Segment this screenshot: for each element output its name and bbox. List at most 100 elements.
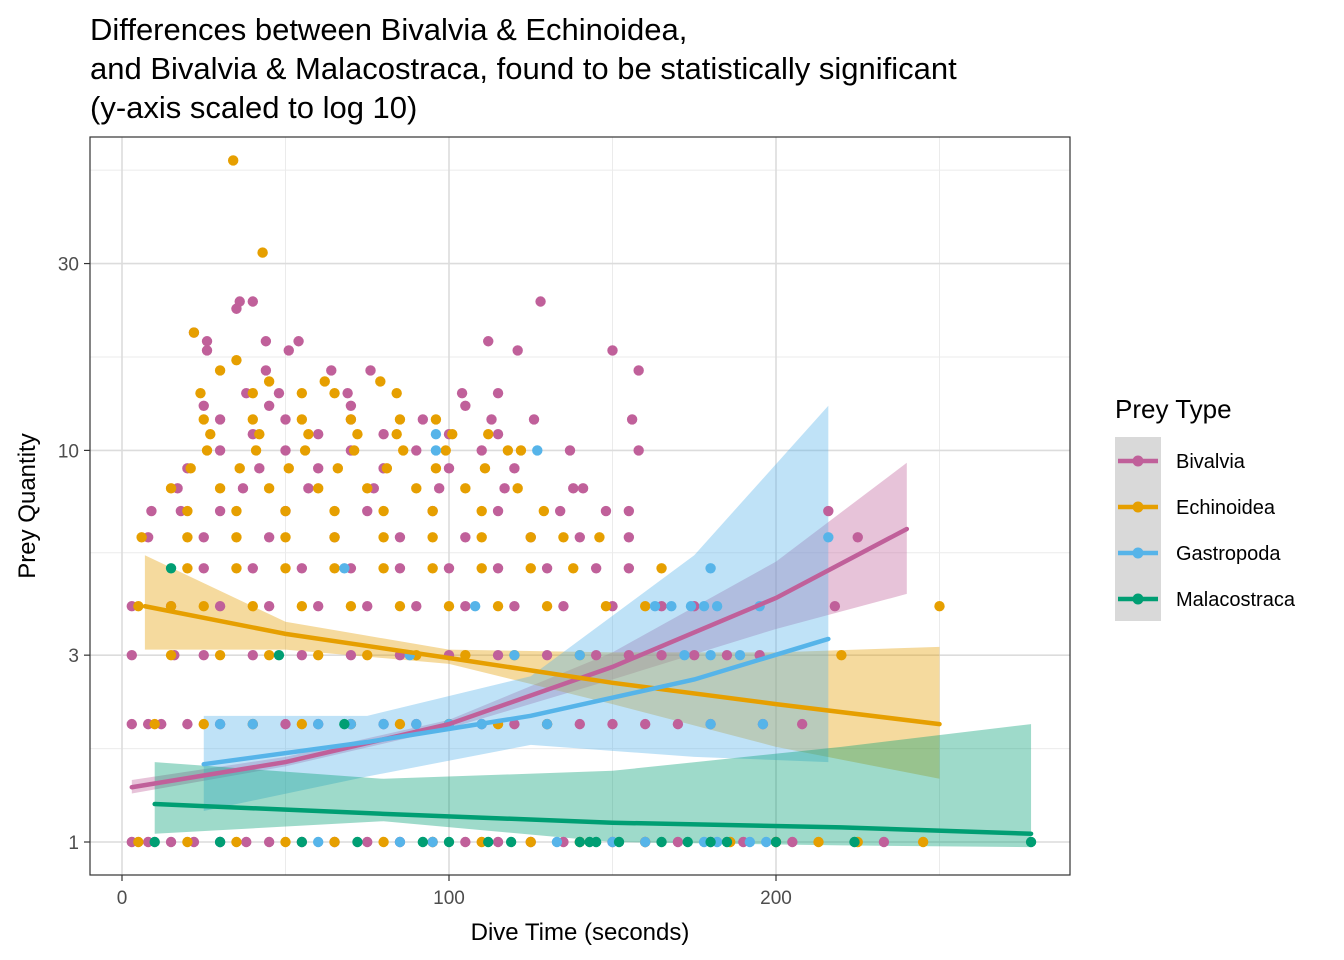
point-gastropoda	[430, 428, 442, 440]
point-echinoidea	[483, 428, 494, 440]
point-bivalvia	[672, 718, 684, 730]
point-bivalvia	[234, 296, 245, 307]
point-bivalvia	[852, 532, 863, 543]
point-echinoidea	[329, 387, 340, 399]
point-bivalvia	[574, 532, 585, 543]
legend-point	[1132, 501, 1144, 513]
point-echinoidea	[313, 483, 324, 494]
point-bivalvia	[303, 483, 314, 494]
point-bivalvia	[541, 649, 553, 661]
ci-band-gastropoda	[203, 405, 829, 811]
ci-band-bivalvia	[131, 462, 907, 794]
point-bivalvia	[721, 649, 733, 661]
point-bivalvia	[126, 649, 138, 661]
point-bivalvia	[460, 532, 471, 543]
point-echinoidea	[411, 483, 422, 494]
point-echinoidea	[394, 414, 406, 425]
point-bivalvia	[126, 718, 138, 730]
point-bivalvia	[512, 345, 523, 356]
point-bivalvia	[492, 505, 504, 517]
point-echinoidea	[381, 463, 393, 474]
point-echinoidea	[231, 563, 242, 574]
point-echinoidea	[538, 505, 550, 517]
point-gastropoda	[734, 649, 746, 661]
point-echinoidea	[198, 414, 209, 425]
y-axis-ticks: 1 3 10 30	[58, 255, 90, 854]
point-gastropoda	[698, 601, 710, 612]
point-bivalvia	[247, 563, 258, 574]
point-echinoidea	[133, 836, 144, 848]
point-bivalvia	[296, 649, 308, 661]
point-echinoidea	[234, 463, 245, 474]
point-echinoidea	[525, 563, 536, 574]
point-bivalvia	[417, 414, 429, 425]
point-bivalvia	[558, 601, 569, 612]
point-bivalvia	[590, 563, 602, 574]
point-bivalvia	[509, 463, 520, 474]
point-gastropoda	[427, 836, 438, 848]
point-echinoidea	[398, 445, 409, 456]
point-gastropoda	[394, 836, 406, 848]
point-bivalvia	[633, 365, 644, 376]
y-tick-label: 30	[58, 255, 79, 276]
point-malacostraca	[339, 718, 350, 730]
point-bivalvia	[535, 296, 546, 307]
point-bivalvia	[600, 505, 612, 517]
legend-key-bivalvia: Bivalvia	[1118, 451, 1246, 473]
point-echinoidea	[247, 414, 258, 425]
point-malacostraca	[273, 649, 285, 661]
point-bivalvia	[260, 365, 272, 376]
point-echinoidea	[348, 445, 360, 456]
legend-point	[1132, 455, 1144, 467]
point-gastropoda	[574, 649, 585, 661]
point-echinoidea	[257, 247, 268, 258]
point-echinoidea	[329, 836, 340, 848]
point-echinoidea	[319, 376, 330, 387]
point-bivalvia	[342, 387, 353, 399]
point-malacostraca	[613, 836, 625, 848]
point-bivalvia	[263, 532, 275, 543]
point-gastropoda	[705, 563, 716, 574]
point-echinoidea	[345, 601, 357, 612]
point-bivalvia	[829, 601, 841, 612]
point-echinoidea	[165, 483, 177, 494]
point-bivalvia	[564, 445, 576, 456]
legend-label: Malacostraca	[1176, 589, 1296, 611]
point-bivalvia	[198, 563, 209, 574]
point-echinoidea	[440, 445, 451, 456]
legend-point	[1132, 547, 1144, 559]
point-gastropoda	[469, 601, 481, 612]
point-bivalvia	[263, 400, 275, 411]
point-bivalvia	[633, 445, 644, 456]
point-echinoidea	[430, 414, 442, 425]
legend: Prey Type Bivalvia Echinoidea Gastropoda Ma…	[1115, 394, 1296, 621]
point-malacostraca	[443, 836, 455, 848]
point-gastropoda	[378, 718, 389, 730]
point-echinoidea	[525, 836, 536, 848]
data-points	[126, 155, 1037, 848]
point-bivalvia	[492, 563, 504, 574]
point-echinoidea	[296, 718, 308, 730]
legend-point	[1132, 593, 1144, 605]
point-echinoidea	[476, 532, 487, 543]
fit-lines	[129, 526, 1034, 836]
x-tick-label: 200	[760, 888, 792, 909]
point-echinoidea	[195, 387, 206, 399]
point-echinoidea	[345, 414, 357, 425]
point-bivalvia	[541, 563, 553, 574]
point-echinoidea	[447, 428, 458, 440]
point-malacostraca	[574, 836, 585, 848]
point-bivalvia	[411, 601, 422, 612]
point-echinoidea	[391, 428, 402, 440]
point-gastropoda	[760, 836, 772, 848]
legend-key-gastropoda: Gastropoda	[1118, 543, 1281, 565]
point-echinoidea	[479, 463, 491, 474]
point-echinoidea	[515, 445, 527, 456]
point-bivalvia	[182, 718, 193, 730]
point-bivalvia	[214, 414, 226, 425]
point-gastropoda	[711, 601, 723, 612]
point-echinoidea	[378, 563, 389, 574]
point-bivalvia	[492, 387, 504, 399]
point-gastropoda	[247, 718, 258, 730]
point-bivalvia	[280, 718, 291, 730]
